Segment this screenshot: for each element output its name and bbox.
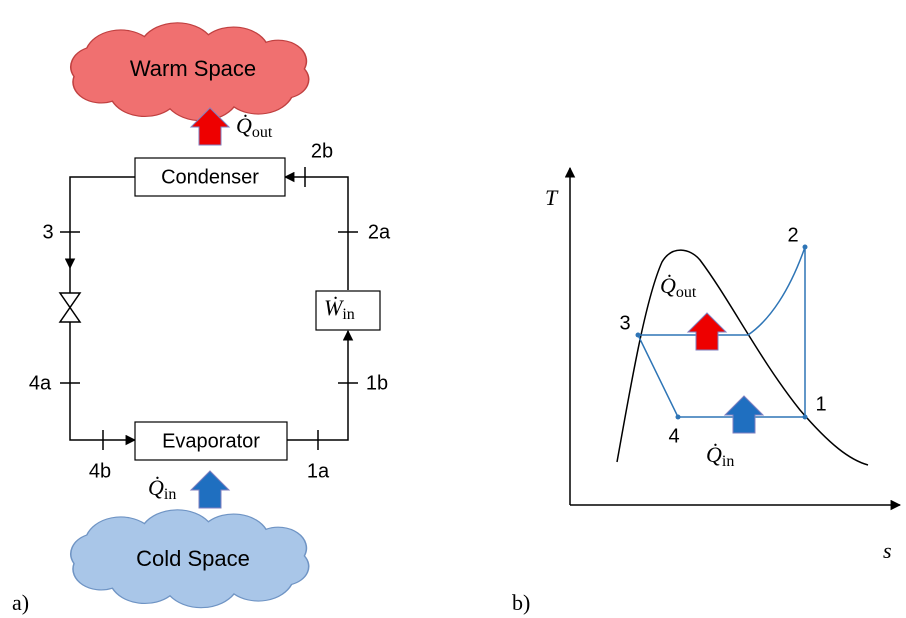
cold-space-label: Cold Space [136, 546, 250, 571]
panel-label: b) [512, 590, 530, 615]
warm-space-label: Warm Space [130, 56, 256, 81]
q-out-arrow [688, 313, 726, 350]
state-label: 1b [366, 372, 388, 394]
q-in-label: Q̇in [148, 475, 176, 503]
x-axis-label: s [883, 538, 892, 563]
q-in-arrow [725, 396, 763, 433]
condenser-label: Condenser [161, 166, 259, 188]
state-label: 2b [311, 140, 333, 162]
q-out-label: Q̇out [660, 273, 697, 301]
figure: Warm Space Cold Space Q̇out Q̇in Condens… [0, 0, 906, 618]
point-label: 2 [787, 224, 798, 246]
state-label: 2a [368, 221, 391, 243]
point-label: 3 [619, 312, 630, 334]
circuit [60, 167, 358, 450]
q-out-label: Q̇out [236, 113, 273, 141]
y-axis-label: T [545, 185, 559, 210]
point-label: 1 [815, 393, 826, 415]
evaporator-label: Evaporator [162, 430, 260, 452]
point-label: 4 [668, 425, 679, 447]
state-label: 3 [42, 221, 53, 243]
state-label: 1a [307, 460, 330, 482]
q-in-label: Q̇in [706, 442, 734, 470]
state-label: 4a [29, 372, 52, 394]
q-in-arrow [191, 471, 229, 508]
panel-label: a) [12, 590, 29, 615]
state-label: 4b [89, 460, 111, 482]
